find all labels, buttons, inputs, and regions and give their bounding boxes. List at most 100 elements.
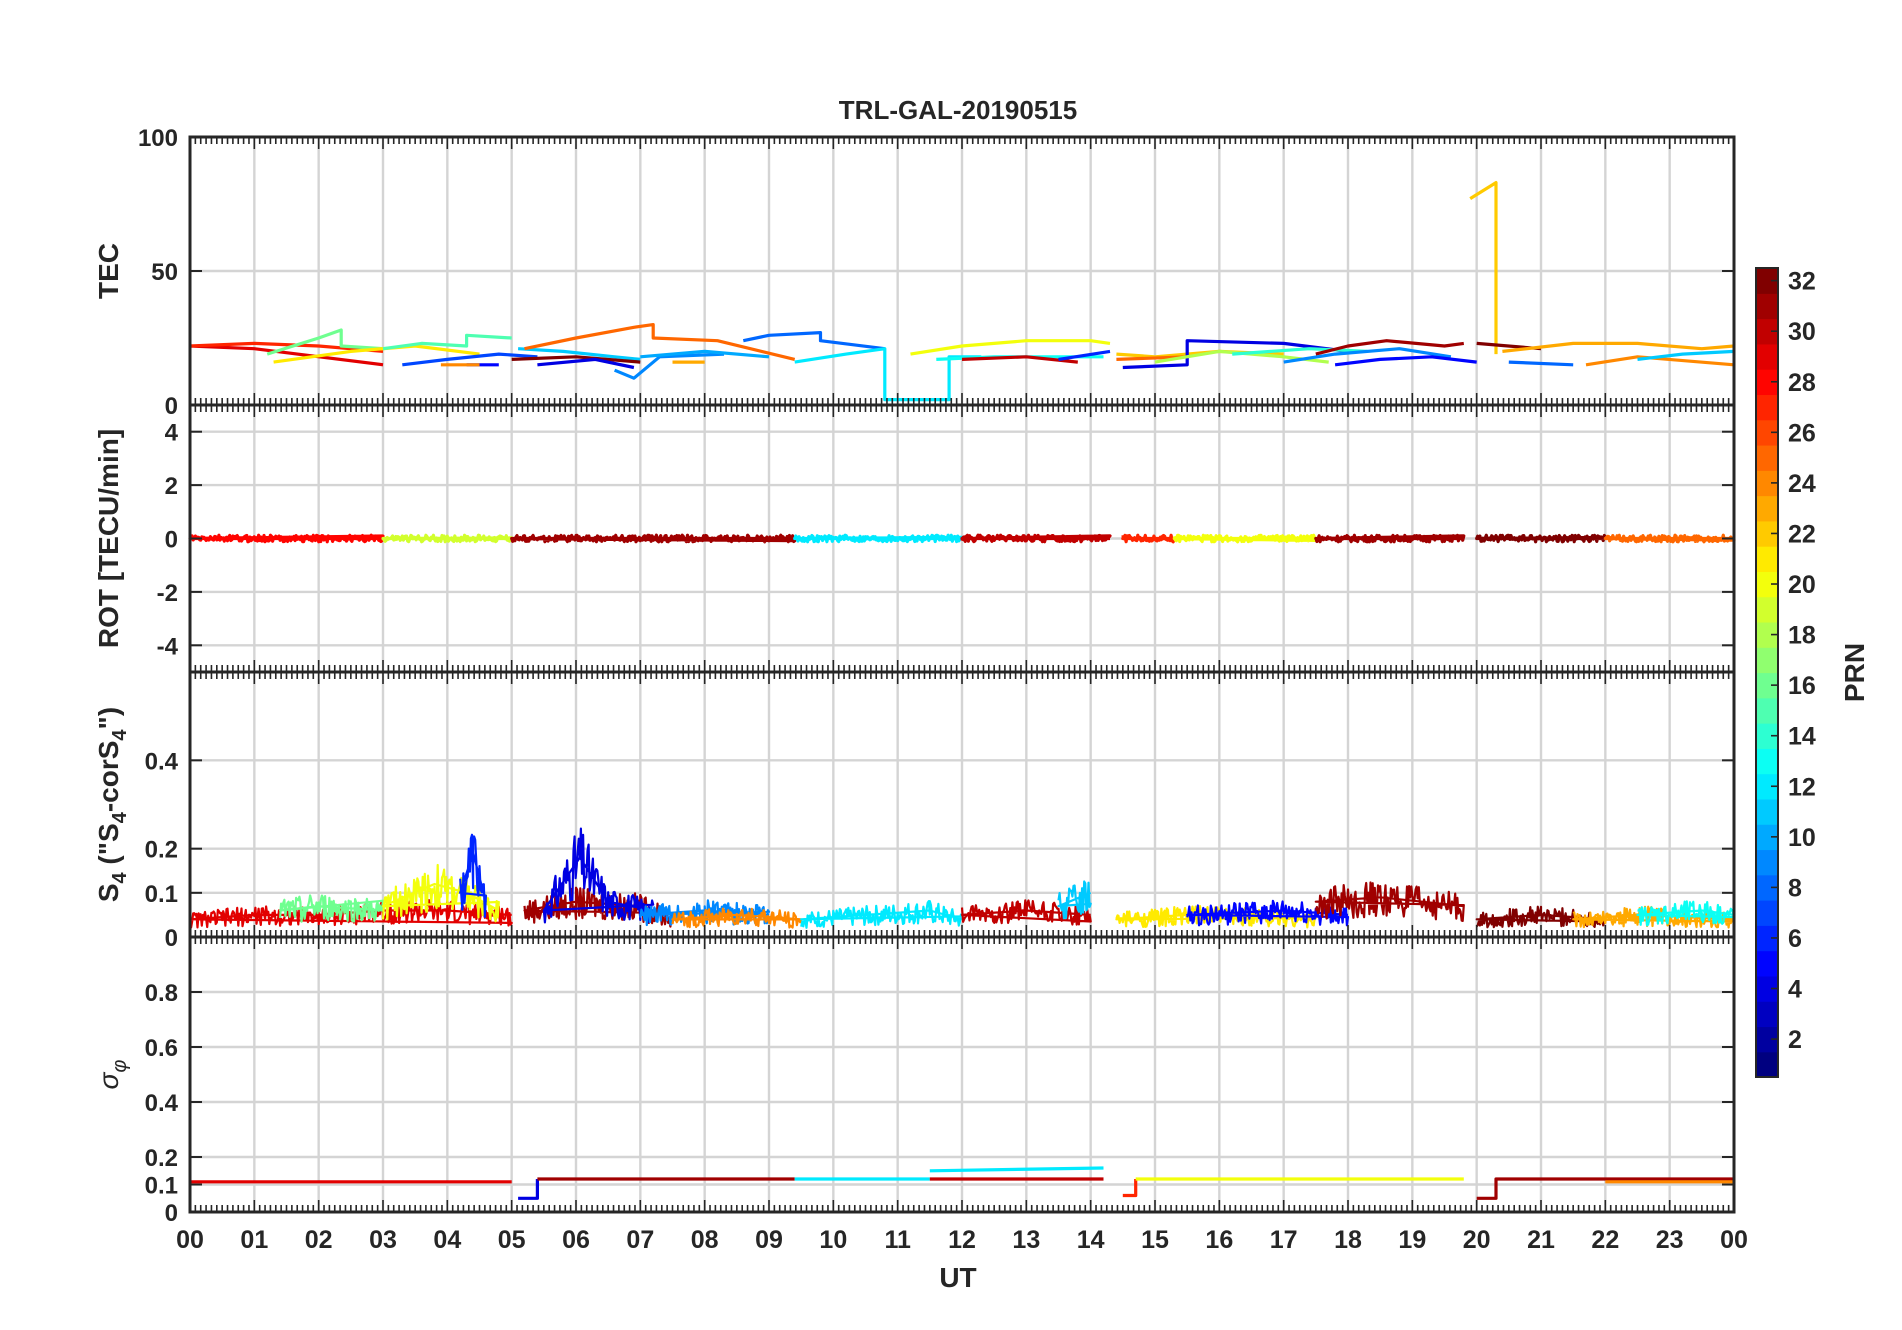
series-line-prn-32 [511, 355, 641, 364]
series-line-prn-30 [960, 533, 1112, 544]
y-tick-label: -2 [157, 580, 178, 607]
series-line-prn-20 [910, 339, 1111, 356]
y-tick-label: 0.6 [145, 1035, 178, 1062]
y-tick-label: 0.1 [145, 1173, 178, 1200]
y-tick-label: 0 [165, 527, 178, 554]
panel-1: 0 50 100 TEC [93, 125, 1736, 420]
series-line-prn-11 [1057, 880, 1092, 920]
y-tick-label: 0.2 [145, 1145, 178, 1172]
series-line-prn-19 [381, 533, 514, 544]
colorbar-swatch [1756, 1051, 1778, 1078]
series-line-prn-29 [189, 344, 384, 367]
series-line-prn-31 [1315, 339, 1465, 356]
colorbar-swatch [1756, 925, 1778, 952]
colorbar-swatch [1756, 369, 1778, 396]
colorbar-swatch [1756, 849, 1778, 876]
colorbar-swatch [1756, 571, 1778, 598]
panel-3: 00.10.20.4S4 ("S4-corS4") [93, 670, 1736, 952]
y-axis-label-part: 4 [109, 871, 131, 883]
series-line-prn-30 [960, 899, 1092, 926]
colorbar-swatch [1756, 773, 1778, 800]
colorbar-tick-label: 32 [1788, 268, 1816, 296]
x-tick-label: 22 [1591, 1226, 1619, 1254]
chart-title: TRL-GAL-20190515 [839, 95, 1077, 125]
series-line-prn-31 [1314, 533, 1466, 544]
colorbar-swatch [1756, 748, 1778, 775]
x-tick-label: 00 [1720, 1226, 1748, 1254]
x-tick-label: 12 [948, 1226, 976, 1254]
colorbar-swatch [1756, 900, 1778, 926]
x-tick-label: 15 [1141, 1226, 1169, 1254]
y-axis-label-part: ") [93, 707, 124, 730]
colorbar-tick-label: 6 [1788, 925, 1802, 953]
colorbar-swatch [1756, 394, 1778, 421]
series-line-prn-27 [1122, 1179, 1138, 1198]
series-line-prn-12 [794, 347, 982, 402]
colorbar-swatch [1756, 596, 1778, 623]
colorbar-tick-label: 26 [1788, 419, 1816, 447]
y-tick-label: 0 [165, 925, 178, 952]
series-line-prn-11 [518, 347, 641, 361]
series-line-prn-8 [742, 331, 885, 351]
colorbar-swatch [1756, 874, 1778, 901]
x-tick-label: 07 [626, 1226, 654, 1254]
colorbar-swatch [1756, 975, 1778, 1002]
series-line-prn-31 [1314, 881, 1465, 923]
y-tick-label: 0.8 [145, 980, 178, 1007]
series-line-prn-7 [402, 352, 538, 367]
y-tick-label: 4 [165, 420, 179, 447]
y-tick-label: 2 [165, 473, 178, 500]
y-tick-label: 0 [165, 393, 178, 420]
y-tick-label: 100 [138, 125, 178, 152]
colorbar-swatch [1756, 318, 1778, 345]
colorbar-swatch [1756, 293, 1778, 320]
colorbar-swatch [1756, 824, 1778, 851]
y-tick-label: 0.1 [145, 881, 178, 908]
series-line-prn-32 [1475, 533, 1607, 544]
series-line-prn-31 [1476, 1177, 1734, 1200]
colorbar-swatch [1756, 723, 1778, 749]
series-line-prn-8 [1508, 360, 1574, 367]
colorbar-tick-label: 20 [1788, 571, 1816, 599]
colorbar-tick-label: 18 [1788, 622, 1816, 650]
x-tick-label: 14 [1077, 1226, 1105, 1254]
series-line-prn-31 [510, 533, 797, 544]
y-axis-label: σφ [93, 1060, 131, 1090]
colorbar-swatch [1756, 470, 1778, 497]
y-axis-label-part: ("S [93, 823, 124, 872]
y-axis-label-part: φ [109, 1060, 131, 1073]
series-line-prn-4 [1122, 339, 1349, 370]
y-tick-label: 0.4 [145, 748, 179, 775]
colorbar-swatch [1756, 546, 1778, 572]
series-line-prn-9 [1283, 347, 1452, 364]
series-line-prn-14 [1232, 347, 1368, 356]
panel-2: -4 -2 0 2 4 ROT [TECU/min] [93, 403, 1736, 674]
colorbar-swatch [1756, 672, 1778, 699]
colorbar-swatch [1756, 444, 1778, 471]
panel-4: 00.10.2 0.4 0.6 0.8 σφ [93, 935, 1736, 1227]
colorbar-tick-label: 10 [1788, 824, 1816, 852]
colorbar-swatch [1756, 495, 1778, 522]
y-axis-label-part: 4 [109, 729, 131, 741]
x-tick-label: 01 [240, 1226, 268, 1254]
x-tick-label: 19 [1398, 1226, 1426, 1254]
series-line-prn-16 [279, 894, 385, 923]
series-line-prn-25 [1603, 533, 1736, 544]
y-tick-label: -4 [157, 633, 179, 660]
colorbar-swatch [1756, 268, 1778, 294]
series-line-prn-21 [1115, 904, 1317, 929]
series-line-prn-16 [266, 328, 384, 356]
colorbar-tick-label: 14 [1788, 723, 1816, 751]
colorbar-tick-label: 28 [1788, 369, 1816, 397]
colorbar-tick-label: 22 [1788, 520, 1816, 548]
y-tick-label: 0 [165, 1200, 178, 1227]
x-tick-label: 04 [433, 1226, 461, 1254]
x-tick-label: 05 [498, 1226, 526, 1254]
series-line-prn-12 [800, 899, 964, 929]
y-tick-label: 50 [151, 259, 178, 286]
y-tick-label: 0.4 [145, 1090, 179, 1117]
x-tick-label: 00 [176, 1226, 204, 1254]
series-line-prn-24 [671, 907, 803, 929]
y-axis-label-part: S [93, 883, 124, 902]
